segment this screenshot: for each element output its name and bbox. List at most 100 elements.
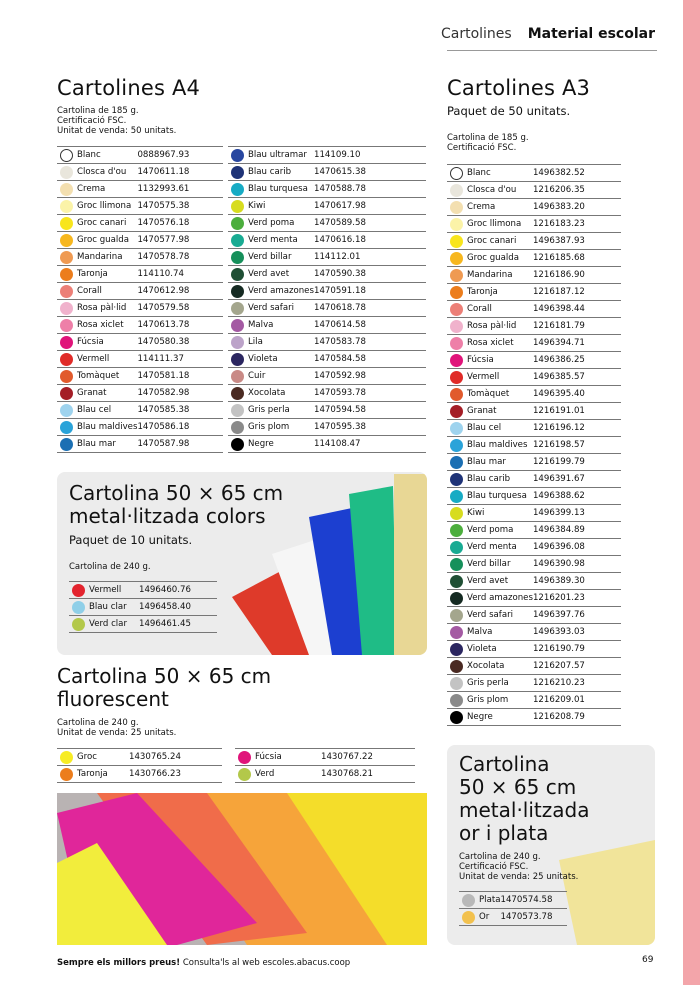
product-code: 1470579.58: [137, 299, 223, 317]
table-row: Groc llimona 1470575.38: [57, 197, 223, 215]
color-cell: Taronja: [57, 765, 129, 783]
product-code: 1132993.61: [137, 180, 223, 198]
color-swatch-icon: [450, 591, 463, 605]
color-cell: Verd amazones: [228, 282, 314, 300]
color-swatch-icon: [60, 352, 73, 366]
color-swatch-icon: [450, 438, 463, 452]
product-code: 1496460.76: [139, 581, 217, 599]
color-name: Groc gualda: [467, 253, 519, 263]
color-swatch-icon: [231, 284, 244, 298]
footer-slogan: Sempre els millors preus!: [57, 958, 181, 968]
color-swatch-icon: [60, 182, 73, 196]
table-row: Verd poma 1496384.89: [447, 521, 621, 539]
color-name: Vermell: [77, 354, 110, 364]
product-code: 1216209.01: [532, 691, 621, 709]
color-swatch-icon: [60, 216, 73, 230]
color-cell: Xocolata: [228, 384, 314, 402]
table-row: Negre 114108.47: [228, 435, 426, 453]
table-row: Malva 1496393.03: [447, 623, 621, 641]
table-row: Gris perla 1470594.58: [228, 401, 426, 419]
color-name: Verd billar: [467, 559, 511, 569]
metal-table: Vermell 1496460.76 Blau clar 1496458.40 Verd…: [69, 581, 217, 633]
color-cell: Verd billar: [228, 248, 314, 266]
color-cell: Mandarina: [447, 266, 533, 284]
a4-notes: Cartolina de 185 g. Certificació FSC. Un…: [57, 106, 176, 136]
color-cell: Negre: [447, 708, 533, 726]
color-cell: Verd poma: [447, 521, 533, 539]
color-cell: Groc: [57, 748, 129, 766]
product-code: 1430766.23: [129, 765, 222, 783]
color-name: Blau carib: [467, 474, 511, 484]
color-swatch-icon: [60, 250, 73, 264]
gold-sheet-image: [559, 840, 655, 945]
color-swatch-icon: [450, 625, 463, 639]
color-cell: Verd clar: [69, 615, 139, 633]
product-code: 1470616.18: [314, 231, 426, 249]
product-code: 1216181.79: [532, 317, 621, 335]
product-code: 1470614.58: [314, 316, 426, 334]
color-cell: Groc llimona: [57, 197, 138, 215]
table-row: Malva 1470614.58: [228, 316, 426, 334]
product-code: 1496388.62: [532, 487, 621, 505]
note: Certificació FSC.: [459, 862, 529, 872]
color-swatch-icon: [60, 369, 73, 383]
table-row: Blau maldives 1216198.57: [447, 436, 621, 454]
section-label: Cartolines: [440, 26, 512, 42]
color-name: Verd menta: [467, 542, 517, 552]
color-name: Malva: [467, 627, 493, 637]
table-row: Verd avet 1470590.38: [228, 265, 426, 283]
product-code: 1216186.90: [532, 266, 621, 284]
color-cell: Blau ultramar: [228, 146, 314, 164]
product-code: 1470582.98: [137, 384, 223, 402]
product-code: 0888967.93: [137, 146, 223, 164]
color-cell: Or: [459, 908, 501, 926]
table-row: Groc llimona 1216183.23: [447, 215, 621, 233]
title-line: Cartolina: [459, 752, 550, 776]
table-row: Verd billar 1496390.98: [447, 555, 621, 573]
color-cell: Cuir: [228, 367, 314, 385]
product-code: 1496395.40: [532, 385, 621, 403]
table-row: Plata 1470574.58: [459, 891, 567, 909]
metal-note: Cartolina de 240 g.: [69, 562, 151, 572]
color-name: Groc: [77, 752, 97, 762]
product-code: 1430768.21: [321, 765, 415, 783]
color-name: Gris perla: [467, 678, 509, 688]
color-swatch-icon: [60, 267, 73, 281]
table-row: Groc gualda 1216185.68: [447, 249, 621, 267]
gold-silver-panel: Cartolina 50 × 65 cm metal·litzada or i …: [447, 745, 655, 945]
table-row: Tomàquet 1496395.40: [447, 385, 621, 403]
color-name: Blanc: [467, 168, 491, 178]
color-swatch-icon: [60, 284, 73, 298]
footer: Sempre els millors preus! Consulta'ls al…: [57, 958, 350, 968]
color-name: Tomàquet: [467, 389, 510, 399]
color-swatch-icon: [231, 369, 244, 383]
table-row: Violeta 1470584.58: [228, 350, 426, 368]
color-swatch-icon: [450, 217, 463, 231]
color-swatch-icon: [231, 420, 244, 434]
product-code: 1470612.98: [137, 282, 223, 300]
color-name: Plata: [479, 895, 501, 905]
product-code: 1496386.25: [532, 351, 621, 369]
table-row: Blau ultramar 114109.10: [228, 146, 426, 164]
color-name: Blau cel: [467, 423, 502, 433]
product-code: 1496399.13: [532, 504, 621, 522]
metal-sheets-image: [232, 474, 427, 655]
color-swatch-icon: [450, 302, 463, 316]
color-swatch-icon: [450, 404, 463, 418]
color-name: Blau carib: [248, 167, 292, 177]
table-row: Blanc 0888967.93: [57, 146, 223, 164]
color-swatch-icon: [231, 250, 244, 264]
color-swatch-icon: [231, 437, 244, 451]
table-row: Groc canari 1470576.18: [57, 214, 223, 232]
product-code: 1470587.98: [137, 435, 223, 453]
metal-title: Cartolina 50 × 65 cm metal·litzada color…: [69, 482, 283, 528]
table-row: Corall 1496398.44: [447, 300, 621, 318]
color-cell: Rosa xiclet: [447, 334, 533, 352]
table-row: Vermell 1496385.57: [447, 368, 621, 386]
product-code: 1496398.44: [532, 300, 621, 318]
color-cell: Verd menta: [447, 538, 533, 556]
a4-title: Cartolines A4: [57, 76, 201, 100]
color-swatch-icon: [231, 182, 244, 196]
product-code: 1496461.45: [139, 615, 217, 633]
color-swatch-icon: [450, 285, 463, 299]
